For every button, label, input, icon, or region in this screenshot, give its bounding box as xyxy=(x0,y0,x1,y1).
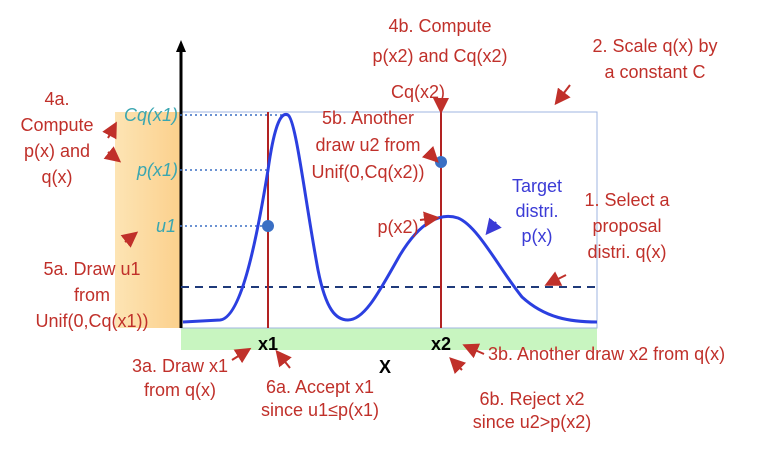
p-x2-label: p(x2) xyxy=(377,217,418,237)
step-5a: Unif(0,Cq(x1)) xyxy=(35,311,148,331)
step-4a: 4a. xyxy=(44,89,69,109)
step-2: 2. Scale q(x) by xyxy=(592,36,717,56)
target-label: p(x) xyxy=(522,226,553,246)
p-x1-label: p(x1) xyxy=(136,160,178,180)
step-6a: since u1≤p(x1) xyxy=(261,400,379,420)
target-arrow xyxy=(485,217,502,236)
step-4a: p(x) and xyxy=(24,141,90,161)
step-6b: 6b. Reject x2 xyxy=(479,389,584,409)
cq-x1-label: Cq(x1) xyxy=(124,105,178,125)
step-1: distri. q(x) xyxy=(587,242,666,262)
x2-label: x2 xyxy=(431,334,451,354)
step-1: proposal xyxy=(592,216,661,236)
arrows xyxy=(102,84,571,375)
u1-label: u1 xyxy=(156,216,176,236)
step-5b: Unif(0,Cq(x2)) xyxy=(311,162,424,182)
guides xyxy=(180,114,284,227)
step-1: 1. Select a xyxy=(584,190,670,210)
step-2: a constant C xyxy=(604,62,705,82)
step-5a: from xyxy=(74,285,110,305)
step-3a: 3a. Draw x1 xyxy=(132,356,228,376)
target-curve xyxy=(182,112,598,324)
u2-point xyxy=(435,156,447,168)
x1-label: x1 xyxy=(258,334,278,354)
step-5b: 5b. Another xyxy=(322,108,414,128)
axis-arrow xyxy=(176,40,186,52)
step-5b: draw u2 from xyxy=(315,135,420,155)
step-6a: 6a. Accept x1 xyxy=(266,377,374,397)
step-4a: q(x) xyxy=(42,167,73,187)
step-5a: 5a. Draw u1 xyxy=(43,259,140,279)
u-band xyxy=(115,112,181,328)
u1-point xyxy=(262,220,274,232)
target-label: distri. xyxy=(515,201,558,221)
step-4b: 4b. Compute xyxy=(388,16,491,36)
step-3a: from q(x) xyxy=(144,380,216,400)
step-4a: Compute xyxy=(20,115,93,135)
labels: 4b. Compute p(x2) and Cq(x2) 2. Scale q(x)… xyxy=(20,16,725,432)
x-axis-label: X xyxy=(379,357,391,377)
step-6b: since u2>p(x2) xyxy=(473,412,592,432)
target-label: Target xyxy=(512,176,562,196)
x-band xyxy=(181,328,597,350)
step-3b: 3b. Another draw x2 from q(x) xyxy=(488,344,725,364)
cq-x2-label: Cq(x2) xyxy=(391,82,445,102)
step-4b: p(x2) and Cq(x2) xyxy=(372,46,507,66)
